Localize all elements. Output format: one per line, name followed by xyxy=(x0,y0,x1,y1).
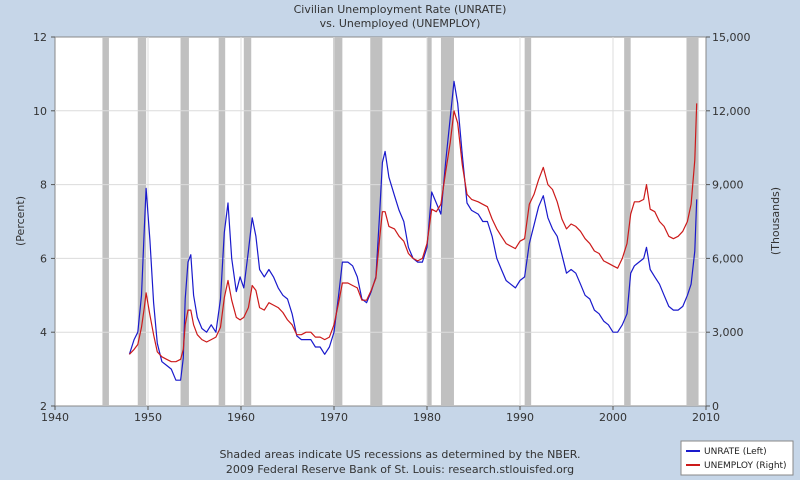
recession-band xyxy=(686,37,699,406)
y-right-tick-label: 6,000 xyxy=(712,252,744,265)
chart-subtitle: vs. Unemployed (UNEMPLOY) xyxy=(320,17,481,30)
legend-box xyxy=(680,440,794,476)
legend-label-unemploy: UNEMPLOY (Right) xyxy=(704,461,787,471)
y-axis-left-title: (Percent) xyxy=(14,196,27,246)
recession-band xyxy=(102,37,109,406)
legend: UNRATE (Left) UNEMPLOY (Right) xyxy=(680,440,794,476)
axes: 1940 1950 1960 1970 1980 1990 2000 2010 2 4 6 8 10 12… xyxy=(33,31,751,424)
recession-band xyxy=(333,37,343,406)
recession-band xyxy=(370,37,383,406)
y-right-tick-label: 0 xyxy=(712,400,719,413)
x-tick-label: 2010 xyxy=(692,411,720,424)
recession-bands xyxy=(102,37,699,406)
recession-band xyxy=(180,37,189,406)
recession-band xyxy=(137,37,147,406)
y-left-tick-label: 2 xyxy=(40,400,47,413)
x-tick-label: 1950 xyxy=(134,411,162,424)
x-tick-label: 1980 xyxy=(413,411,441,424)
y-right-tick-label: 3,000 xyxy=(712,326,744,339)
x-tick-label: 1990 xyxy=(506,411,534,424)
recession-band xyxy=(440,37,454,406)
y-left-tick-label: 8 xyxy=(40,179,47,192)
y-left-tick-label: 4 xyxy=(40,326,47,339)
recession-band xyxy=(218,37,226,406)
recession-band xyxy=(243,37,252,406)
chart-title: Civilian Unemployment Rate (UNRATE) xyxy=(294,3,507,16)
y-left-tick-label: 12 xyxy=(33,31,47,44)
x-tick-label: 1940 xyxy=(41,411,69,424)
x-tick-label: 2000 xyxy=(599,411,627,424)
series-line-unemploy xyxy=(128,103,698,363)
legend-label-unrate: UNRATE (Left) xyxy=(704,447,767,457)
recession-band xyxy=(624,37,631,406)
y-right-tick-label: 15,000 xyxy=(712,31,751,44)
y-left-tick-label: 6 xyxy=(40,252,47,265)
gridlines xyxy=(55,37,706,406)
recession-note: Shaded areas indicate US recessions as d… xyxy=(219,448,580,461)
series-lines xyxy=(128,80,698,381)
y-right-tick-label: 12,000 xyxy=(712,105,751,118)
x-tick-label: 1960 xyxy=(227,411,255,424)
x-tick-label: 1970 xyxy=(320,411,348,424)
y-left-tick-label: 10 xyxy=(33,105,47,118)
source-note: 2009 Federal Reserve Bank of St. Louis: … xyxy=(226,463,574,476)
recession-band xyxy=(524,37,532,406)
y-axis-right-title: (Thousands) xyxy=(769,187,782,255)
y-right-tick-label: 9,000 xyxy=(712,179,744,192)
series-line-unrate xyxy=(128,80,698,381)
